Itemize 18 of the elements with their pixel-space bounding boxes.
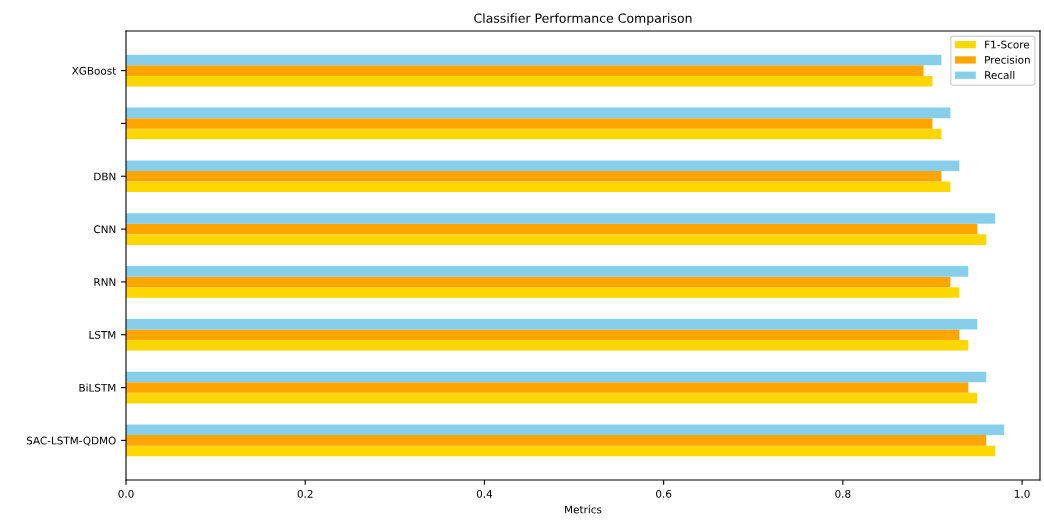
x-tick-label: 0.4 [476, 489, 493, 498]
y-tick-label: XGBoost [71, 66, 117, 75]
chart-title: Classifier Performance Comparison [474, 13, 692, 26]
y-tick-label: BiLSTM [79, 383, 116, 392]
x-tick-label: 1.0 [1014, 489, 1030, 498]
y-tick-label: SAC-LSTM-QDMO [26, 436, 116, 446]
y-tick-label: LSTM [89, 330, 116, 339]
legend-label: Recall [985, 70, 1015, 80]
y-tick-label: RNN [94, 278, 116, 286]
legend-label: Precision [985, 55, 1030, 64]
y-tick-label: DBN [94, 172, 116, 181]
x-tick-label: 0.0 [118, 489, 134, 498]
x-axis-title: Metrics [565, 505, 602, 514]
x-tick-label: 0.2 [297, 489, 313, 498]
legend-label: F1-Score [985, 40, 1030, 49]
x-tick-label: 0.8 [835, 489, 851, 498]
x-tick-label: 0.6 [656, 489, 672, 498]
y-tick-label: CNN [94, 225, 116, 234]
